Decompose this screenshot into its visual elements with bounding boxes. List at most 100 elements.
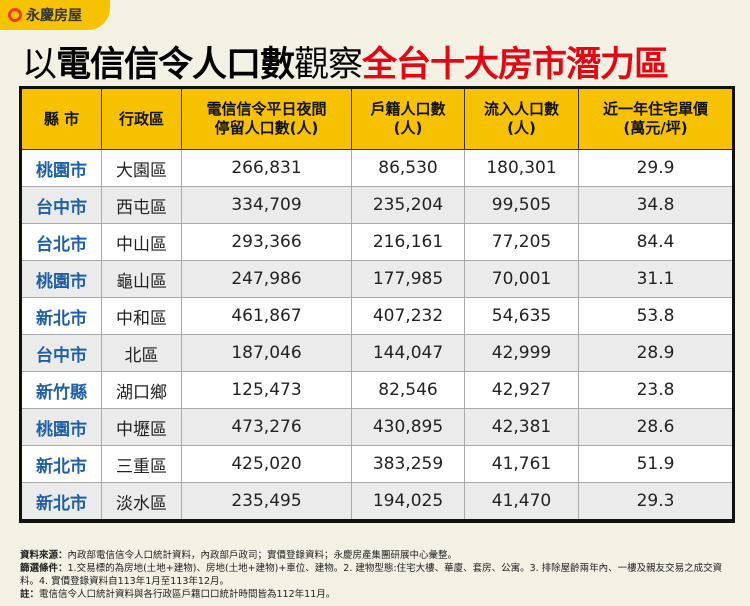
county-cell: 桃園市 — [20, 260, 102, 298]
unit-price-cell: 34.8 — [578, 186, 734, 224]
district-cell: 中壢區 — [101, 408, 182, 446]
registered-population-cell: 177,985 — [351, 260, 465, 298]
registered-population-cell: 86,530 — [351, 149, 465, 187]
title-part1: 以 — [22, 45, 57, 85]
table-row: 桃園市 龜山區 247,986 177,985 70,001 31.1 — [20, 260, 734, 298]
inflow-population-cell: 41,761 — [464, 445, 579, 483]
table-row: 台中市 西屯區 334,709 235,204 99,505 34.8 — [20, 186, 734, 224]
inflow-population-cell: 99,505 — [464, 186, 579, 224]
note-source: 資料來源：內政部電信信令人口統計資料，內政部戶政司；實價登錄資料；永慶房產集團研… — [20, 550, 458, 561]
table-row: 台中市 北區 187,046 144,047 42,999 28.9 — [20, 334, 734, 372]
unit-price-cell: 84.4 — [578, 223, 734, 261]
table-row: 新北市 淡水區 235,495 194,025 41,470 29.3 — [20, 482, 734, 522]
footnotes: 資料來源：內政部電信信令人口統計資料，內政部戶政司；實價登錄資料；永慶房產集團研… — [20, 549, 735, 601]
header-line: 流入人口數 — [483, 100, 559, 119]
header-line: 縣 市 — [43, 109, 80, 128]
unit-price-cell: 31.1 — [578, 260, 734, 298]
table-row: 新北市 三重區 425,020 383,259 41,761 51.9 — [20, 445, 734, 483]
title-part4: 全台十大房市潛力區 — [362, 45, 669, 85]
brand-logo: 永慶房屋 — [0, 0, 110, 30]
unit-price-cell: 29.3 — [578, 482, 734, 522]
county-cell: 新北市 — [20, 445, 102, 483]
inflow-population-cell: 42,927 — [464, 371, 579, 409]
header-line: (萬元/坪) — [623, 119, 688, 137]
county-cell: 新北市 — [20, 297, 102, 335]
telecom-population-cell: 266,831 — [181, 149, 352, 187]
column-header: 近一年住宅單價 (萬元/坪) — [578, 87, 734, 150]
column-header: 電信信令平日夜間 停留人口數(人) — [181, 87, 352, 150]
table-row: 桃園市 中壢區 473,276 430,895 42,381 28.6 — [20, 408, 734, 446]
data-table: 縣 市行政區 電信信令平日夜間 停留人口數(人) 戶籍人口數 (人) 流入人口數 (人) 近一… — [19, 86, 735, 523]
inflow-population-cell: 70,001 — [464, 260, 579, 298]
county-cell: 桃園市 — [20, 408, 102, 446]
unit-price-cell: 23.8 — [578, 371, 734, 409]
registered-population-cell: 144,047 — [351, 334, 465, 372]
inflow-population-cell: 41,470 — [464, 482, 579, 522]
logo-icon — [8, 8, 22, 22]
district-cell: 大園區 — [101, 149, 182, 187]
county-cell: 台中市 — [20, 186, 102, 224]
header-line: 行政區 — [118, 109, 164, 128]
registered-population-cell: 430,895 — [351, 408, 465, 446]
header-line: 電信信令平日夜間 — [206, 100, 327, 119]
inflow-population-cell: 77,205 — [464, 223, 579, 261]
county-cell: 台北市 — [20, 223, 102, 261]
table-row: 桃園市 大園區 266,831 86,530 180,301 29.9 — [20, 149, 734, 187]
inflow-population-cell: 180,301 — [464, 149, 579, 187]
header-row: 縣 市行政區 電信信令平日夜間 停留人口數(人) 戶籍人口數 (人) 流入人口數 (人) 近一… — [20, 87, 734, 150]
page-title: 以電信信令人口數觀察全台十大房市潛力區 — [22, 36, 669, 87]
district-cell: 三重區 — [101, 445, 182, 483]
telecom-population-cell: 334,709 — [181, 186, 352, 224]
telecom-population-cell: 425,020 — [181, 445, 352, 483]
table-row: 新竹縣 湖口鄉 125,473 82,546 42,927 23.8 — [20, 371, 734, 409]
table-row: 新北市 中和區 461,867 407,232 54,635 53.8 — [20, 297, 734, 335]
table-row: 台北市 中山區 293,366 216,161 77,205 84.4 — [20, 223, 734, 261]
inflow-population-cell: 42,381 — [464, 408, 579, 446]
registered-population-cell: 407,232 — [351, 297, 465, 335]
column-header: 戶籍人口數 (人) — [351, 87, 465, 150]
unit-price-cell: 28.9 — [578, 334, 734, 372]
county-cell: 新竹縣 — [20, 371, 102, 409]
unit-price-cell: 53.8 — [578, 297, 734, 335]
telecom-population-cell: 473,276 — [181, 408, 352, 446]
telecom-population-cell: 187,046 — [181, 334, 352, 372]
registered-population-cell: 194,025 — [351, 482, 465, 522]
district-cell: 中和區 — [101, 297, 182, 335]
district-cell: 淡水區 — [101, 482, 182, 522]
header-line: 戶籍人口數 — [370, 100, 446, 119]
unit-price-cell: 51.9 — [578, 445, 734, 483]
inflow-population-cell: 42,999 — [464, 334, 579, 372]
brand-name: 永慶房屋 — [26, 8, 82, 24]
note-remark: 註：電信信令人口統計資料與各行政區戶籍口口統計時間皆為112年11月。 — [20, 589, 336, 600]
registered-population-cell: 82,546 — [351, 371, 465, 409]
header-line: 近一年住宅單價 — [602, 100, 708, 119]
district-cell: 龜山區 — [101, 260, 182, 298]
header-line: 停留人口數(人) — [214, 119, 319, 137]
column-header: 流入人口數 (人) — [464, 87, 579, 150]
unit-price-cell: 29.9 — [578, 149, 734, 187]
registered-population-cell: 383,259 — [351, 445, 465, 483]
registered-population-cell: 235,204 — [351, 186, 465, 224]
column-header: 行政區 — [101, 87, 182, 150]
column-header: 縣 市 — [20, 87, 102, 150]
county-cell: 桃園市 — [20, 149, 102, 187]
telecom-population-cell: 293,366 — [181, 223, 352, 261]
district-cell: 中山區 — [101, 223, 182, 261]
note-criteria: 篩選條件：1.交易標的為房地(土地+建物)、房地(土地+建物)+車位、建物。2.… — [20, 563, 723, 587]
title-part2: 電信信令人口數 — [56, 45, 295, 85]
county-cell: 台中市 — [20, 334, 102, 372]
registered-population-cell: 216,161 — [351, 223, 465, 261]
district-cell: 北區 — [101, 334, 182, 372]
header-line: (人) — [507, 119, 536, 137]
unit-price-cell: 28.6 — [578, 408, 734, 446]
district-cell: 湖口鄉 — [101, 371, 182, 409]
header-line: (人) — [393, 119, 423, 137]
telecom-population-cell: 247,986 — [181, 260, 352, 298]
telecom-population-cell: 461,867 — [181, 297, 352, 335]
district-cell: 西屯區 — [101, 186, 182, 224]
inflow-population-cell: 54,635 — [464, 297, 579, 335]
title-part3: 觀察 — [294, 45, 363, 85]
telecom-population-cell: 235,495 — [181, 482, 352, 522]
county-cell: 新北市 — [20, 482, 102, 522]
telecom-population-cell: 125,473 — [181, 371, 352, 409]
